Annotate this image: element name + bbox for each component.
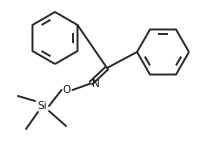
- Text: O: O: [63, 85, 71, 95]
- Text: Si: Si: [37, 101, 47, 111]
- Text: N: N: [92, 78, 100, 88]
